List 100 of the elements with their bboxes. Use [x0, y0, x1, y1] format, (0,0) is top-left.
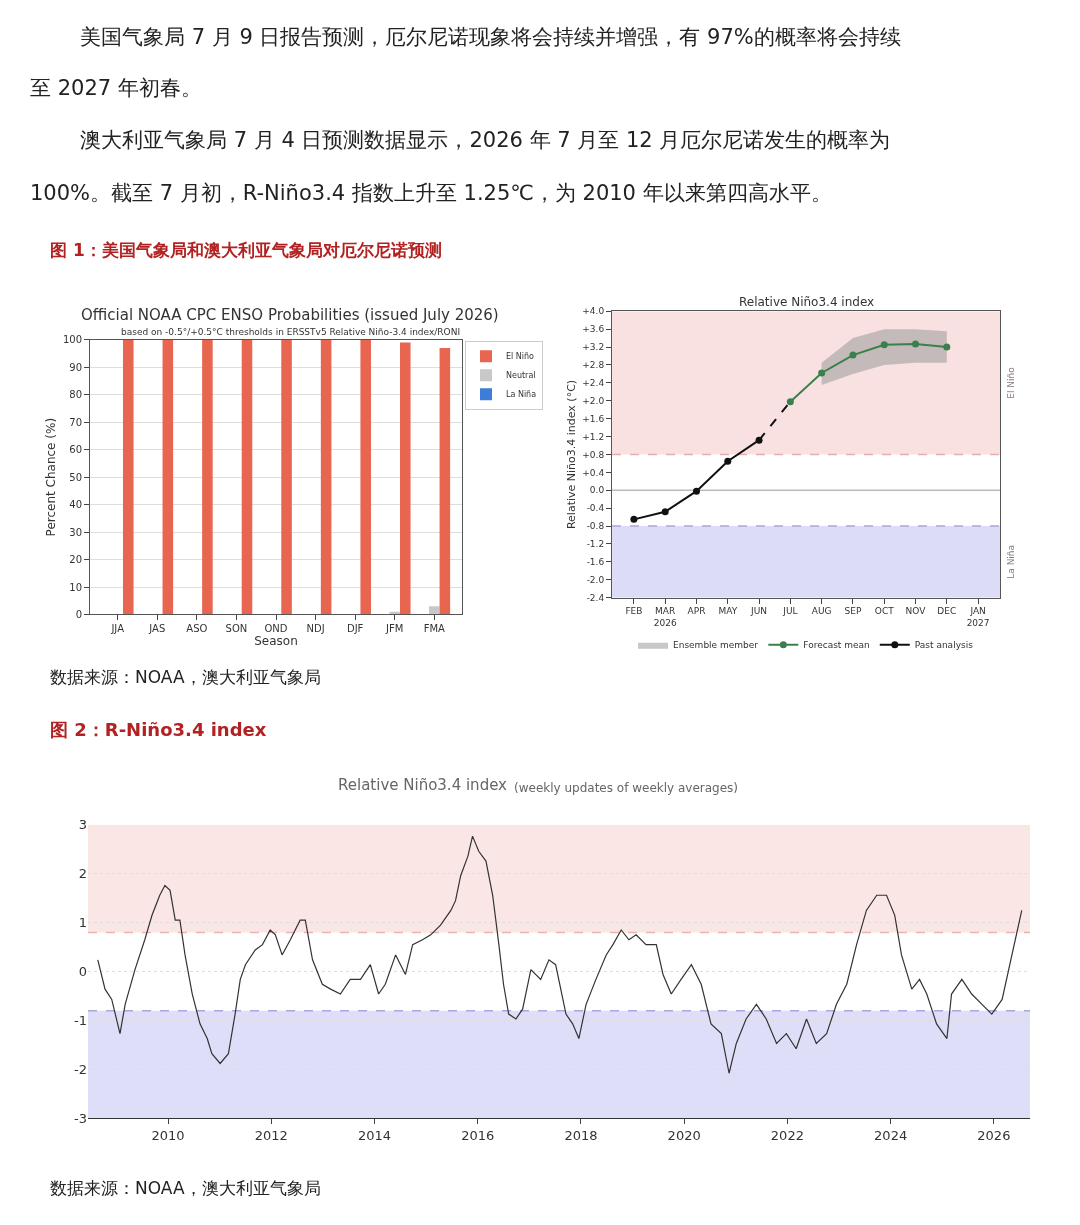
bar: [400, 342, 411, 615]
y-tick-label: +2.0: [582, 395, 605, 406]
y-tick-label: 90: [69, 361, 82, 373]
x-tick-label: APR: [687, 606, 706, 617]
line-series: [97, 835, 1023, 1074]
y-tick-label: +0.4: [582, 467, 605, 478]
bar: [202, 339, 213, 615]
band-label: El Niño: [1006, 366, 1017, 399]
legend-label: El Niño: [506, 352, 535, 362]
y-tick-label: 70: [69, 416, 82, 428]
point: [692, 487, 700, 495]
y-tick-label: 1: [78, 915, 87, 931]
y-tick-label: 0: [75, 608, 82, 620]
source-note: 数据来源：NOAA，澳大利亚气象局: [50, 667, 321, 687]
bar: [281, 339, 292, 615]
legend-label: Past analysis: [914, 640, 974, 651]
x-tick-label: SON: [225, 623, 248, 635]
x-tick-label: AUG: [811, 606, 832, 617]
caption: 图 1：美国气象局和澳大利亚气象局对厄尔尼诺预测: [50, 240, 442, 260]
y-tick-label: 80: [69, 389, 82, 401]
x-tick-label: 2014: [357, 1127, 392, 1143]
x-tick-label: JUL: [782, 606, 798, 617]
y-tick-label: 3: [78, 817, 87, 833]
point: [943, 343, 951, 351]
x-tick-label: OCT: [874, 606, 895, 617]
y-tick-label: -2.4: [586, 592, 605, 603]
y-tick-label: 50: [69, 471, 82, 483]
x-tick-label: 2020: [667, 1127, 701, 1143]
y-tick-label: -2: [74, 1061, 87, 1077]
x-tick-label: 2010: [151, 1127, 185, 1143]
y-tick-label: +2.8: [582, 360, 605, 371]
point: [661, 508, 669, 516]
caption: 图 2：R-Niño3.4 index: [50, 719, 267, 740]
y-tick-label: -1.6: [586, 557, 605, 568]
x-tick-label: NOV: [905, 606, 927, 617]
x-tick-label: OND: [264, 623, 288, 635]
x-tick-label: FEB: [625, 606, 643, 617]
band-label: La Niña: [1006, 544, 1017, 579]
bar: [320, 339, 332, 615]
y-tick-label: -1.2: [586, 539, 605, 550]
x-tick-label: DJF: [346, 623, 364, 635]
x-tick-label: JUN: [750, 606, 768, 617]
point: [786, 398, 794, 406]
y-tick-label: 40: [69, 499, 82, 511]
y-tick-label: +1.2: [582, 431, 605, 442]
y-tick-label: -0.4: [586, 503, 605, 514]
x-tick-label: 2022: [770, 1127, 804, 1143]
point: [630, 515, 638, 523]
x-tick-label: MAR 2026: [653, 606, 677, 629]
y-tick-label: +4.0: [582, 306, 605, 317]
bar: [241, 339, 253, 615]
x-tick-label: 2012: [254, 1127, 288, 1143]
text: 至 2027 年初春。: [30, 76, 202, 100]
chart-subtitle: (weekly updates of weekly averages): [514, 781, 739, 795]
y-tick-label: 60: [69, 444, 82, 456]
x-tick-label: JFM: [385, 623, 404, 635]
chart-title: Official NOAA CPC ENSO Probabilities (issued July 2026): [81, 306, 499, 324]
y-tick-label: -3: [74, 1110, 87, 1126]
x-tick-label: SEP: [844, 606, 862, 617]
point: [880, 341, 888, 349]
bar: [162, 339, 174, 615]
y-tick-label: 0.0: [589, 485, 605, 496]
x-tick-label: ASO: [186, 623, 208, 635]
chart-title: Relative Niño3.4 index: [338, 776, 508, 794]
y-axis-title: Relative Niño3.4 index (°C): [564, 379, 578, 530]
y-tick-label: +3.6: [582, 324, 605, 335]
y-tick-label: +3.2: [582, 342, 605, 353]
point: [818, 369, 826, 377]
y-tick-label: +1.6: [582, 413, 605, 424]
bar: [439, 348, 451, 615]
y-tick-label: +0.8: [582, 449, 605, 460]
y-tick-label: +2.4: [582, 377, 605, 388]
y-tick-label: -2.0: [586, 574, 605, 585]
x-tick-label: JAN 2027: [966, 606, 990, 629]
x-tick-label: JAS: [148, 623, 166, 635]
y-tick-label: -1: [74, 1012, 87, 1028]
point: [849, 351, 857, 359]
chart-subtitle: based on -0.5°/+0.5°C thresholds in ERSSTv5 Relative Niño-3.4 index/RONI: [121, 327, 461, 337]
text: 美国气象局 7 月 9 日报告预测，厄尔尼诺现象将会持续并增强，有 97%的概率将会持续: [80, 25, 901, 49]
x-axis-title: Season: [254, 634, 298, 649]
bar: [122, 339, 134, 615]
legend-label: Forecast mean: [803, 640, 870, 651]
x-tick-label: NDJ: [306, 623, 325, 635]
legend-label: Neutral: [506, 371, 536, 381]
x-tick-label: 2016: [461, 1127, 495, 1143]
x-tick-label: MAY: [718, 606, 738, 617]
text: 澳大利亚气象局 7 月 4 日预测数据显示，2026 年 7 月至 12 月厄尔尼诺发生的概率为: [80, 128, 891, 152]
y-axis-title: Percent Chance (%): [44, 417, 59, 537]
y-tick-label: 10: [69, 581, 82, 593]
y-tick-label: 0: [78, 964, 87, 980]
legend-label: La Niña: [506, 390, 537, 400]
bar: [429, 606, 440, 615]
source-note: 数据来源：NOAA，澳大利亚气象局: [50, 1178, 321, 1198]
chart-title: Relative Niño3.4 index: [739, 295, 875, 309]
point: [912, 340, 920, 348]
x-tick-label: 2018: [564, 1127, 598, 1143]
y-tick-label: 100: [62, 334, 82, 346]
y-tick-label: 2: [78, 866, 87, 882]
y-tick-label: 20: [69, 554, 82, 566]
x-tick-label: 2024: [874, 1127, 908, 1143]
